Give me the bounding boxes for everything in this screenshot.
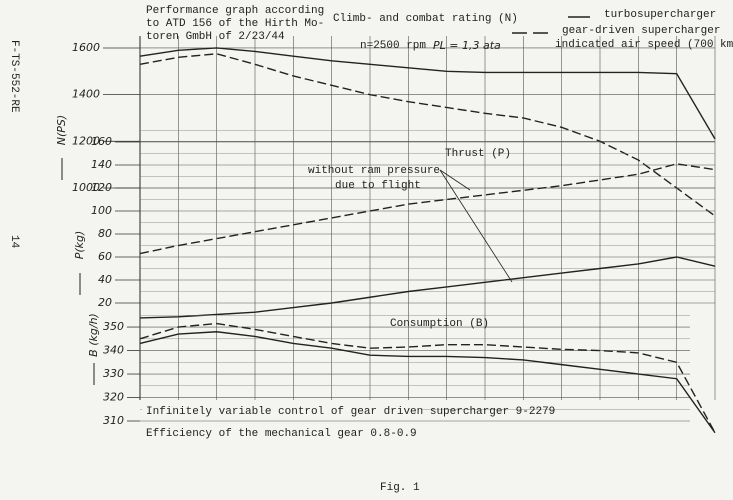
y-tick-label: 340	[103, 344, 124, 357]
series-line	[139, 53, 716, 217]
footnote: Infinitely variable control of gear driv…	[146, 406, 555, 418]
y-tick-label: 160	[91, 135, 112, 148]
y-tick-label: 330	[103, 367, 124, 380]
legend-label: gear-driven supercharger	[562, 25, 720, 37]
series-line	[139, 322, 716, 434]
annotation: due to flight	[335, 180, 421, 192]
series-label: Consumption (B)	[390, 318, 489, 330]
chart-title: Climb- and combat rating (N)	[333, 13, 518, 25]
note: toren GmbH of 2/23/44	[146, 31, 285, 43]
page-number: 14	[8, 235, 20, 249]
y-axis-label: P(kg)	[73, 231, 86, 260]
figure-caption: Fig. 1	[380, 482, 420, 494]
y-tick-label: 1600	[72, 41, 100, 54]
note: Performance graph according	[146, 5, 324, 17]
y-tick-label: 310	[103, 414, 124, 427]
y-tick-label: 350	[103, 320, 124, 333]
annotation: indicated air speed (700 km/h)	[555, 39, 733, 51]
y-tick-label: 40	[98, 273, 112, 286]
y-tick-label: 1200	[72, 134, 100, 147]
footnote-bg	[142, 402, 422, 420]
y-axis-label: B (kg/h)	[87, 313, 100, 357]
annotation: PL = 1,3 ata	[433, 39, 501, 52]
y-tick-label: 100	[91, 204, 112, 217]
series-line	[139, 163, 716, 255]
series-line	[139, 47, 716, 140]
footnote: Efficiency of the mechanical gear 0.8-0.…	[146, 428, 417, 440]
y-tick-label: 320	[103, 391, 124, 404]
side-label: F-TS-552-RE	[8, 40, 20, 113]
y-tick-label: 20	[98, 296, 112, 309]
pointer	[439, 169, 513, 283]
y-tick-label: 60	[98, 250, 112, 263]
y-tick-label: 140	[91, 158, 112, 171]
annotation: n=2500 rpm	[360, 40, 426, 52]
note: to ATD 156 of the Hirth Mo-	[146, 18, 324, 30]
y-tick-label: 120	[91, 181, 112, 194]
y-axis-label: N(PS)	[55, 115, 68, 145]
annotation: without ram pressure	[308, 165, 440, 177]
legend-label: turbosupercharger	[604, 9, 716, 21]
series-line	[139, 256, 716, 319]
y-tick-label: 1000	[72, 181, 100, 194]
footnote-bg	[142, 424, 422, 442]
series-label: Thrust (P)	[445, 148, 511, 160]
series-line	[139, 331, 716, 434]
y-tick-label: 1400	[72, 88, 100, 101]
y-tick-label: 80	[98, 227, 112, 240]
pointer	[439, 169, 471, 191]
